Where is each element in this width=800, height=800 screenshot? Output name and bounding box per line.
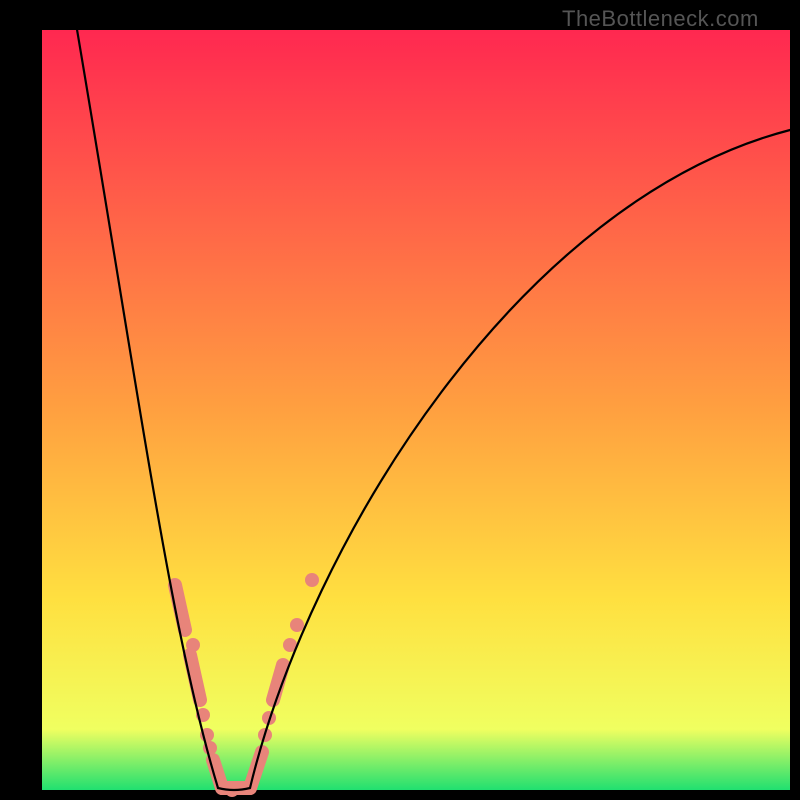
right-curve [250, 130, 790, 788]
watermark-text: TheBottleneck.com [562, 6, 759, 32]
chart-container: TheBottleneck.com [0, 0, 800, 800]
marker-capsule [190, 655, 200, 700]
marker-dot [186, 638, 200, 652]
curve-overlay [0, 0, 800, 800]
curves-group [72, 0, 790, 790]
marker-dot [305, 573, 319, 587]
marker-dot [290, 618, 304, 632]
markers-group [175, 573, 319, 797]
marker-capsule [175, 585, 185, 630]
